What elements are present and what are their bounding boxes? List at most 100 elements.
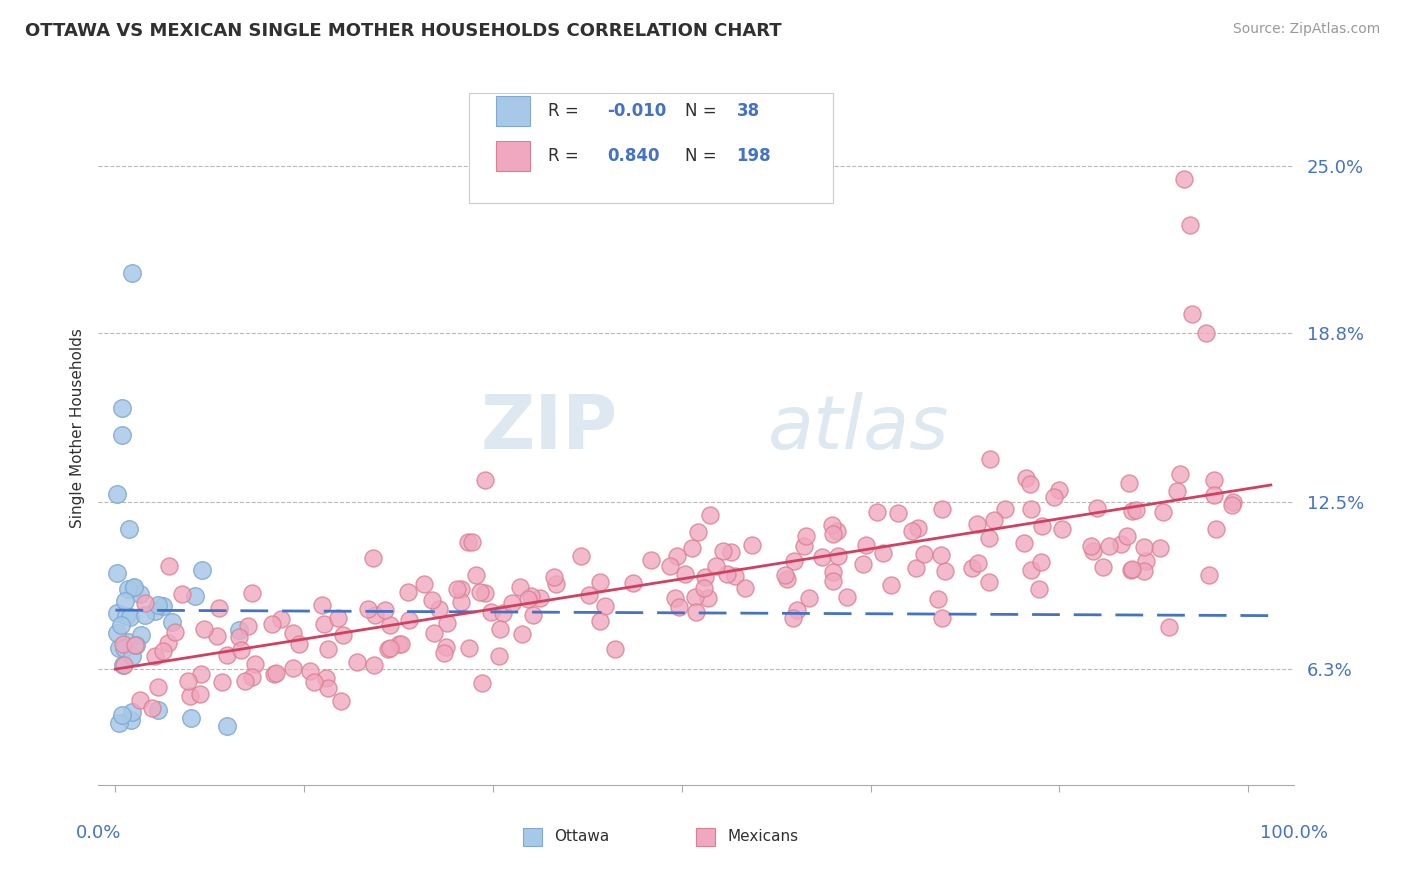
Point xyxy=(330,694,353,708)
Point xyxy=(1195,326,1218,340)
Point xyxy=(1015,471,1038,485)
Point xyxy=(665,549,688,564)
Point xyxy=(163,624,186,639)
Point xyxy=(314,617,336,632)
Point xyxy=(388,637,411,651)
Point xyxy=(823,527,845,541)
Point xyxy=(1166,483,1188,498)
Point xyxy=(821,574,844,589)
Point xyxy=(316,641,339,656)
Point xyxy=(143,604,166,618)
Point xyxy=(108,716,131,731)
Point xyxy=(901,524,924,538)
Point xyxy=(1014,536,1036,550)
Point xyxy=(1180,218,1202,232)
Text: 0.840: 0.840 xyxy=(607,147,659,165)
Point xyxy=(146,702,169,716)
Point xyxy=(907,521,929,535)
Point xyxy=(520,589,543,603)
Point xyxy=(156,636,179,650)
Point xyxy=(112,658,135,673)
Point xyxy=(468,584,491,599)
Point xyxy=(228,623,250,637)
Point xyxy=(782,610,804,624)
Point xyxy=(704,559,727,574)
Point xyxy=(1135,554,1157,568)
Point xyxy=(240,586,263,600)
Point xyxy=(193,622,215,636)
Point xyxy=(786,603,808,617)
Point xyxy=(229,643,252,657)
Point xyxy=(659,559,682,574)
Point xyxy=(315,671,337,685)
Text: OTTAWA VS MEXICAN SINGLE MOTHER HOUSEHOLDS CORRELATION CHART: OTTAWA VS MEXICAN SINGLE MOTHER HOUSEHOL… xyxy=(25,22,782,40)
Point xyxy=(420,593,443,607)
Point xyxy=(501,596,523,610)
Point xyxy=(1031,518,1053,533)
Point xyxy=(179,689,201,703)
Point xyxy=(190,666,212,681)
Point xyxy=(107,640,129,655)
Point xyxy=(1019,476,1042,491)
Point xyxy=(664,591,686,606)
Point xyxy=(1152,505,1174,519)
Point xyxy=(121,705,143,719)
Point xyxy=(157,559,180,574)
Point xyxy=(931,502,953,516)
Point xyxy=(685,605,707,619)
Point xyxy=(931,611,953,625)
Point xyxy=(621,576,644,591)
Point xyxy=(1198,568,1220,582)
Point xyxy=(855,538,877,552)
Point xyxy=(298,664,321,678)
Point xyxy=(311,598,333,612)
Text: atlas: atlas xyxy=(768,392,949,464)
Point xyxy=(811,550,834,565)
Point xyxy=(264,665,287,680)
Point xyxy=(905,560,928,574)
Point xyxy=(121,648,143,663)
Point xyxy=(1168,467,1191,482)
Point xyxy=(461,535,484,549)
Point xyxy=(148,680,170,694)
Text: 0.0%: 0.0% xyxy=(76,824,121,842)
Text: 100.0%: 100.0% xyxy=(1260,824,1327,842)
Point xyxy=(288,637,311,651)
Bar xyxy=(496,96,530,127)
Point xyxy=(152,599,174,614)
Point xyxy=(1050,522,1073,536)
Point xyxy=(1173,172,1195,186)
Point xyxy=(129,628,152,642)
Point xyxy=(1125,503,1147,517)
Point xyxy=(489,622,512,636)
Point xyxy=(693,570,716,584)
Point xyxy=(128,692,150,706)
Point xyxy=(118,522,141,536)
Point xyxy=(346,656,368,670)
Point xyxy=(121,266,143,280)
Point xyxy=(332,628,354,642)
Point xyxy=(835,590,858,604)
Point xyxy=(363,658,385,673)
Point xyxy=(929,548,952,562)
Point xyxy=(509,580,531,594)
Y-axis label: Single Mother Households: Single Mother Households xyxy=(69,328,84,528)
FancyBboxPatch shape xyxy=(470,93,834,203)
Point xyxy=(1202,488,1225,502)
Point xyxy=(114,641,136,656)
Point xyxy=(1121,504,1143,518)
Point xyxy=(450,594,472,608)
Point xyxy=(228,630,250,644)
Point xyxy=(328,611,350,625)
Point xyxy=(517,591,540,606)
Point xyxy=(211,675,233,690)
Point xyxy=(434,640,457,654)
Point xyxy=(357,601,380,615)
Point xyxy=(724,568,747,582)
Point xyxy=(966,517,988,532)
Point xyxy=(543,570,565,584)
Point xyxy=(270,612,292,626)
Point xyxy=(1083,543,1105,558)
Text: R =: R = xyxy=(548,103,583,120)
Point xyxy=(692,581,714,595)
